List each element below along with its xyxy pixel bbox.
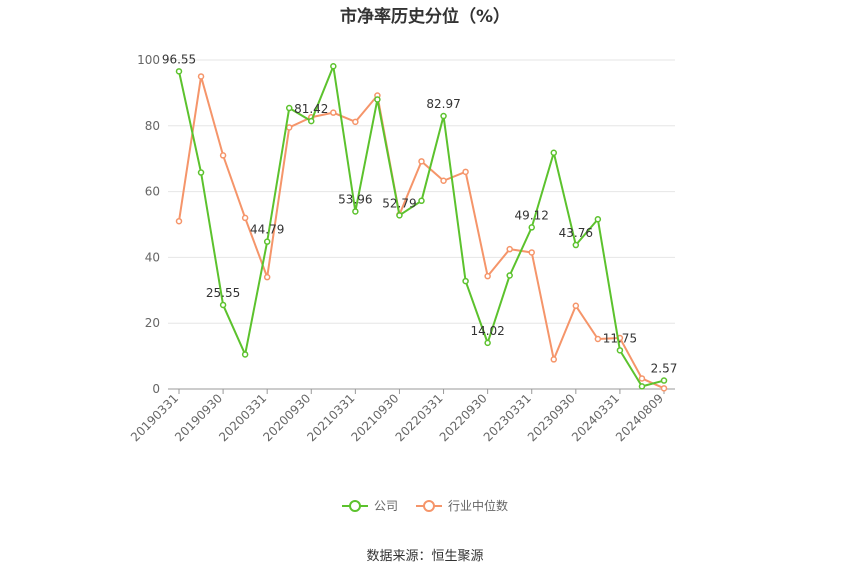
- data-point-company: [418, 197, 425, 205]
- data-point-industry-median: [330, 109, 337, 116]
- data-point-industry-median: [197, 73, 205, 80]
- data-point-company: [219, 301, 227, 309]
- data-point-company: [506, 272, 513, 279]
- data-point-company: [175, 68, 183, 75]
- legend-item-industry-median[interactable]: 行业中位数: [416, 497, 508, 514]
- y-tick-label: 80: [145, 119, 160, 133]
- data-point-industry-median: [594, 335, 602, 343]
- data-label-layer: 96.55 25.55 44.79 81.42 53.96 52.79 82.97 14.02…: [162, 52, 678, 375]
- data-point-company: [241, 351, 249, 358]
- data-label: 14.02: [470, 324, 504, 338]
- data-label: 53.96: [338, 192, 372, 206]
- data-point-industry-median: [462, 168, 469, 176]
- data-point-company: [308, 117, 315, 125]
- data-point-industry-median: [352, 118, 359, 126]
- data-point-industry-median: [506, 245, 513, 253]
- data-source: 数据来源：恒生聚源: [366, 549, 484, 564]
- data-label: 11.75: [603, 331, 637, 345]
- data-point-company: [352, 208, 359, 215]
- data-point-industry-median: [528, 249, 535, 256]
- data-point-industry-median: [263, 273, 271, 281]
- legend-label-industry-median: 行业中位数: [448, 499, 509, 513]
- y-tick-label: 100: [137, 53, 160, 67]
- data-point-company: [396, 212, 403, 219]
- data-label: 81.42: [294, 102, 328, 116]
- legend-item-company[interactable]: 公司: [341, 497, 398, 514]
- grid-layer: [168, 59, 675, 324]
- legend: 公司 行业中位数: [0, 497, 850, 514]
- data-point-company: [330, 63, 337, 70]
- data-point-industry-median: [440, 177, 447, 184]
- data-point-company: [594, 215, 602, 223]
- data-label: 82.97: [426, 97, 460, 111]
- data-point-company: [440, 112, 447, 120]
- data-label: 43.76: [559, 226, 593, 240]
- x-tick-label: 20240809: [613, 391, 666, 444]
- y-tick-label: 20: [145, 316, 160, 330]
- data-label: 96.55: [162, 52, 196, 66]
- data-point-industry-median: [241, 214, 249, 222]
- data-point-industry-median: [418, 158, 425, 165]
- data-point-company: [528, 224, 535, 231]
- data-point-industry-median: [660, 385, 668, 392]
- legend-marker-company: [341, 499, 368, 512]
- data-point-company: [374, 96, 381, 103]
- data-label: 52.79: [382, 196, 416, 210]
- data-point-company: [462, 277, 469, 285]
- data-point-industry-median: [484, 272, 491, 280]
- data-point-company: [660, 377, 668, 384]
- data-point-company: [550, 149, 558, 157]
- chart-title: 市净率历史分位（%）: [339, 7, 511, 27]
- data-point-industry-median: [638, 375, 646, 382]
- line-chart: 0204060801002019033120190930202003312020…: [128, 52, 678, 444]
- data-point-company: [197, 169, 205, 176]
- data-point-company: [616, 347, 624, 354]
- legend-label-company: 公司: [373, 499, 398, 513]
- data-point-industry-median: [175, 217, 183, 225]
- data-point-industry-median: [285, 124, 293, 131]
- data-point-industry-median: [219, 152, 227, 159]
- data-label: 49.12: [515, 208, 549, 222]
- data-point-industry-median: [550, 356, 558, 363]
- data-label: 25.55: [206, 286, 240, 300]
- data-point-company: [638, 383, 646, 390]
- data-point-company: [285, 104, 293, 112]
- legend-marker-industry-median: [416, 499, 442, 512]
- data-point-company: [484, 339, 491, 347]
- data-point-industry-median: [572, 302, 580, 310]
- data-label: 2.57: [651, 362, 678, 376]
- data-label: 44.79: [250, 223, 284, 237]
- data-point-company: [263, 238, 271, 245]
- y-tick-label: 0: [152, 382, 160, 396]
- y-tick-label: 40: [145, 250, 160, 264]
- data-point-company: [572, 241, 580, 249]
- y-tick-label: 60: [145, 185, 160, 199]
- series-layer: [175, 63, 668, 392]
